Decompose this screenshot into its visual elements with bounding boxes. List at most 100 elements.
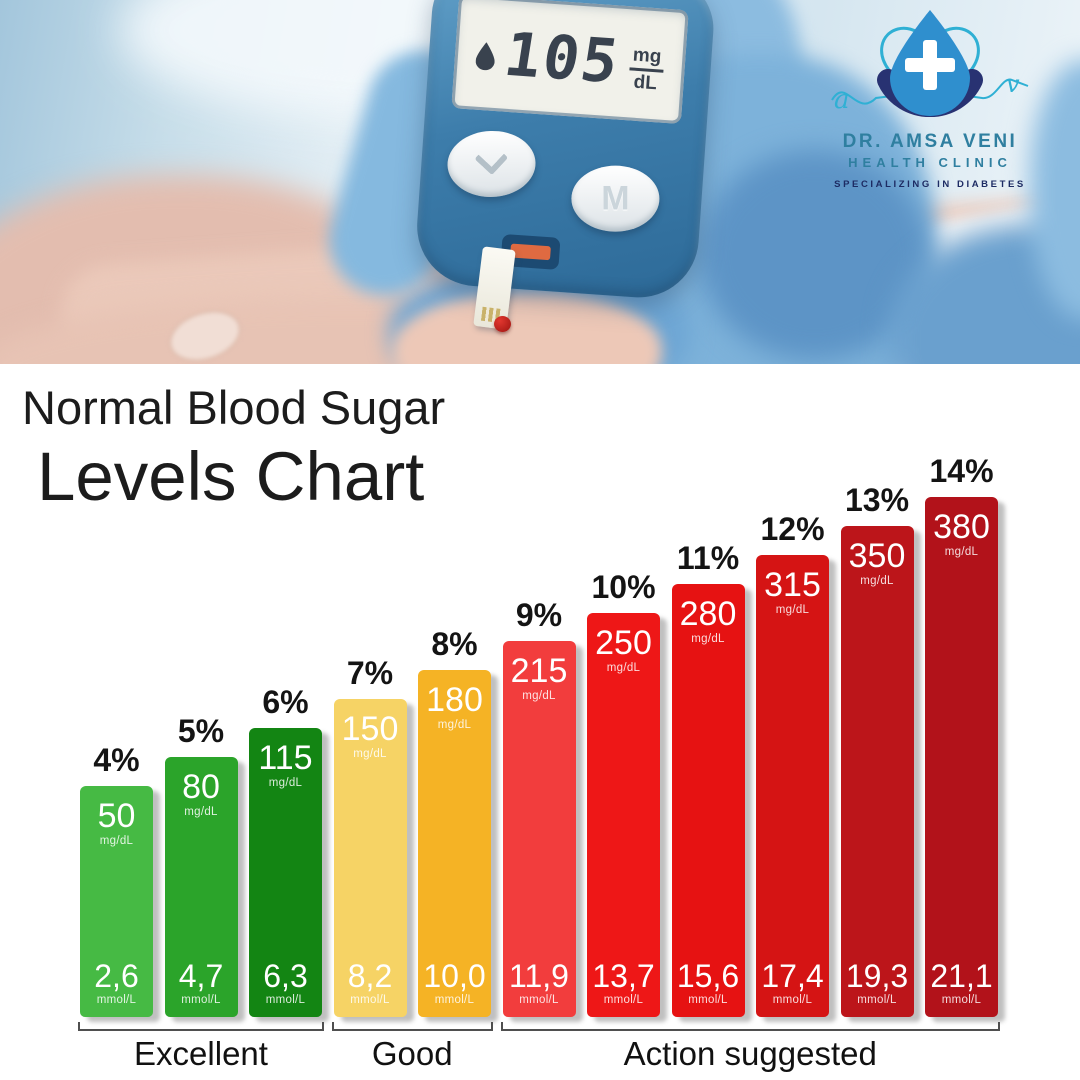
bar-mg-unit: mg/dL	[184, 806, 218, 818]
bar-mg-value: 380	[933, 508, 990, 546]
bar-mg-unit: mg/dL	[353, 748, 387, 760]
bar-mmol-unit: mmol/L	[772, 993, 813, 1006]
bar-mmol-value: 17,4	[761, 957, 824, 994]
bar-percent-label: 11%	[676, 540, 740, 576]
bar-mg-block: 150 mg/dL	[334, 712, 407, 761]
bar-mmol-value: 13,7	[592, 957, 655, 994]
bar-mmol-unit: mmol/L	[941, 993, 982, 1006]
bar-mmol-unit: mmol/L	[96, 993, 137, 1006]
bar-mmol-block: 8,2 mmol/L	[334, 960, 407, 1007]
bar-mg-block: 380 mg/dL	[925, 510, 998, 559]
bar-mg-block: 250 mg/dL	[587, 626, 660, 675]
bar-percent-label: 5%	[177, 713, 225, 749]
bar: 14% 380 mg/dL 21,1 mmol/L	[925, 453, 998, 1017]
bar-mg-value: 280	[679, 595, 737, 633]
svg-text:v: v	[1006, 70, 1020, 98]
group-brackets: Excellent Good Action suggested	[78, 1022, 1000, 1080]
meter-scroll-button	[446, 129, 537, 199]
bar: 12% 315 mg/dL 17,4 mmol/L	[756, 511, 829, 1017]
meter-unit: mg dL	[628, 44, 665, 94]
bar-mg-block: 115 mg/dL	[249, 741, 322, 790]
meter-unit-numerator: mg	[632, 44, 663, 68]
bar: 5% 80 mg/dL 4,7 mmol/L	[164, 713, 238, 1017]
bar-group: Good	[331, 1022, 493, 1073]
bar-mmol-block: 21,1 mmol/L	[925, 960, 998, 1007]
bar-percent-label: 4%	[93, 742, 140, 778]
bar-mg-block: 215 mg/dL	[503, 654, 576, 703]
bar-mmol-value: 21,1	[930, 957, 993, 994]
bar-mmol-value: 10,0	[423, 957, 486, 994]
bar-mg-value: 150	[341, 710, 399, 748]
meter-unit-denominator: dL	[632, 71, 658, 94]
bar-mmol-unit: mmol/L	[603, 993, 644, 1006]
bar-mmol-block: 6,3 mmol/L	[249, 960, 322, 1007]
bar-mmol-block: 4,7 mmol/L	[165, 960, 238, 1007]
chevron-down-icon	[474, 141, 509, 176]
bar: 8% 180 mg/dL 10,0 mmol/L	[418, 626, 491, 1017]
bar-mmol-value: 19,3	[845, 957, 909, 994]
bar-mg-value: 115	[258, 739, 313, 777]
bar-mmol-block: 19,3 mmol/L	[841, 960, 914, 1007]
bar-mmol-value: 2,6	[94, 957, 139, 994]
meter-memory-button: M	[571, 165, 660, 232]
bar-percent-label: 12%	[760, 511, 825, 547]
meter-screen: 105 mg dL	[451, 0, 689, 125]
chart-title: Normal Blood Sugar Levels Chart	[22, 380, 445, 516]
bar-mmol-value: 11,9	[509, 957, 569, 994]
bar-mg-unit: mg/dL	[437, 719, 472, 731]
bar-mg-value: 80	[182, 768, 220, 806]
bar: 7% 150 mg/dL 8,2 mmol/L	[333, 655, 407, 1017]
bar-mg-block: 280 mg/dL	[672, 597, 745, 646]
bar-mg-block: 50 mg/dL	[80, 799, 153, 848]
bar-mg-value: 350	[848, 537, 906, 575]
bar-mmol-value: 4,7	[178, 957, 224, 994]
hero-photo: 105 mg dL M a	[0, 0, 1080, 364]
bar-group: Action suggested	[500, 1022, 1000, 1073]
bar-mmol-value: 6,3	[263, 957, 308, 994]
clinic-tagline: SPECIALIZING IN DIABETES	[834, 179, 1026, 190]
bar-mmol-block: 2,6 mmol/L	[80, 960, 153, 1007]
bar-mg-unit: mg/dL	[268, 777, 303, 789]
bar-mmol-block: 10,0 mmol/L	[418, 960, 491, 1007]
bar: 6% 115 mg/dL 6,3 mmol/L	[249, 684, 322, 1017]
bar-mg-value: 250	[595, 624, 652, 662]
group-label: Action suggested	[623, 1035, 877, 1072]
bars: 4% 50 mg/dL 2,6 mmol/L 5% 80 mg/dL 4,7 m…	[80, 417, 998, 1017]
bar-mg-unit: mg/dL	[860, 575, 894, 587]
svg-text:a: a	[834, 85, 850, 115]
bar-mg-unit: mg/dL	[944, 546, 979, 558]
bar-mmol-unit: mmol/L	[857, 993, 897, 1006]
bar-percent-label: 14%	[929, 453, 994, 489]
bar-mg-unit: mg/dL	[522, 690, 556, 702]
glucose-meter: 105 mg dL M	[413, 0, 717, 302]
bar: 9% 215 mg/dL 11,9 mmol/L	[502, 597, 576, 1017]
clinic-name: DR. AMSA VENI	[842, 131, 1018, 152]
bar-percent-label: 8%	[431, 626, 478, 662]
blood-droplet	[494, 316, 511, 332]
blood-drop-icon	[476, 42, 495, 71]
clinic-logo-icon: a v	[831, 10, 1029, 117]
bar-mmol-block: 17,4 mmol/L	[756, 960, 829, 1007]
bar-mg-value: 315	[764, 566, 821, 604]
bar-group: Excellent	[78, 1022, 324, 1073]
bar-mg-unit: mg/dL	[691, 633, 725, 645]
clinic-logo: a v DR. AMSA VENI HEALTH CLINIC SPECIALI…	[808, 6, 1052, 190]
bar-mmol-block: 13,7 mmol/L	[587, 960, 660, 1007]
bar-mg-value: 215	[510, 652, 568, 690]
bar-mg-unit: mg/dL	[99, 835, 134, 847]
bar-mg-block: 80 mg/dL	[165, 770, 238, 819]
bar-mg-block: 350 mg/dL	[841, 539, 914, 588]
bar-mg-block: 315 mg/dL	[756, 568, 829, 617]
clinic-subtitle: HEALTH CLINIC	[848, 155, 1012, 170]
bar-mg-unit: mg/dL	[775, 604, 810, 616]
group-label: Excellent	[134, 1035, 268, 1072]
chart-title-line2: Levels Chart	[37, 438, 425, 515]
bar-mg-value: 180	[426, 681, 483, 719]
bar-mmol-unit: mmol/L	[434, 993, 475, 1006]
bar-mmol-unit: mmol/L	[688, 993, 728, 1006]
bar-mmol-unit: mmol/L	[265, 993, 306, 1006]
group-label: Good	[371, 1035, 453, 1072]
bar-mmol-value: 15,6	[676, 957, 740, 994]
bar-mmol-block: 11,9 mmol/L	[503, 960, 576, 1007]
